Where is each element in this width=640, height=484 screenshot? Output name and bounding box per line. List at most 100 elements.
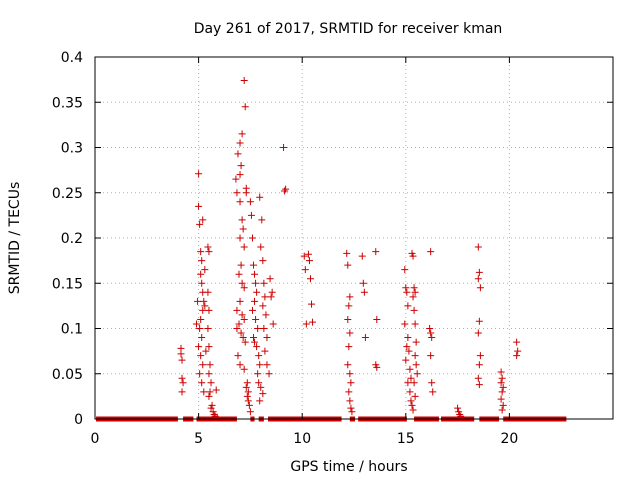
data-point xyxy=(497,395,505,403)
data-point xyxy=(266,275,274,283)
data-point xyxy=(348,408,356,416)
data-point xyxy=(239,225,247,233)
data-point xyxy=(206,388,214,396)
data-point xyxy=(233,189,241,197)
x-tick-label: 15 xyxy=(397,431,415,447)
data-point xyxy=(498,406,506,414)
data-point xyxy=(251,338,259,346)
data-point xyxy=(404,334,412,342)
data-point xyxy=(260,325,268,332)
data-point xyxy=(256,193,264,201)
data-point xyxy=(427,352,435,360)
data-point xyxy=(256,397,264,405)
data-point xyxy=(402,356,410,364)
data-point xyxy=(411,352,419,360)
data-point xyxy=(240,243,248,251)
data-point xyxy=(402,284,410,292)
data-point xyxy=(346,370,354,378)
data-point xyxy=(197,270,205,278)
data-point xyxy=(234,150,242,158)
data-point xyxy=(269,320,277,328)
data-point xyxy=(234,352,242,360)
data-point xyxy=(305,257,313,265)
data-point xyxy=(345,302,353,310)
data-point xyxy=(248,234,256,242)
data-point xyxy=(429,388,437,396)
data-point xyxy=(197,248,205,256)
data-point xyxy=(238,130,246,138)
data-point xyxy=(474,243,482,251)
data-point xyxy=(401,266,409,274)
data-point xyxy=(344,315,352,323)
data-point xyxy=(197,315,205,323)
data-point xyxy=(456,410,464,418)
data-point xyxy=(241,338,249,346)
data-point xyxy=(476,284,484,292)
data-point xyxy=(404,302,412,310)
data-point xyxy=(300,252,308,260)
data-point xyxy=(257,383,265,391)
data-point xyxy=(413,370,421,378)
data-point xyxy=(196,370,204,378)
data-point xyxy=(240,365,248,373)
data-point xyxy=(251,297,259,305)
data-point xyxy=(412,361,420,369)
data-point xyxy=(474,275,482,283)
data-point xyxy=(309,318,317,326)
data-point xyxy=(259,302,267,310)
data-point xyxy=(236,139,244,147)
data-point xyxy=(199,361,207,369)
data-point xyxy=(260,279,268,287)
data-point xyxy=(246,408,254,416)
data-point xyxy=(205,370,213,378)
data-point xyxy=(372,248,380,256)
data-point xyxy=(401,320,409,328)
data-points-layer xyxy=(177,77,522,421)
data-point xyxy=(346,329,354,337)
data-point xyxy=(236,234,244,242)
data-point xyxy=(177,350,185,358)
data-point xyxy=(241,103,249,111)
data-point xyxy=(411,320,419,328)
data-point xyxy=(360,288,368,296)
data-point xyxy=(250,334,258,342)
data-point xyxy=(196,325,204,332)
data-point xyxy=(308,300,316,308)
data-point xyxy=(427,329,435,337)
data-point xyxy=(193,320,201,328)
axis-ticks-layer: 0 5 10 15 20 0 0.05 0.1 0.15 0.2 0.25 0.3 0.35 0.4 xyxy=(52,50,613,447)
data-point xyxy=(242,189,250,197)
data-point xyxy=(236,361,244,369)
data-point xyxy=(207,379,215,387)
data-point xyxy=(408,401,416,409)
data-point xyxy=(252,315,260,323)
data-point xyxy=(474,329,482,337)
data-point xyxy=(248,306,256,314)
data-point xyxy=(255,379,263,387)
data-point xyxy=(205,392,213,400)
data-point xyxy=(259,390,267,398)
data-point xyxy=(242,383,250,391)
data-point xyxy=(409,252,417,260)
data-point xyxy=(346,397,354,405)
data-point xyxy=(412,338,420,346)
data-point xyxy=(498,388,506,396)
data-point xyxy=(238,311,246,319)
data-point xyxy=(201,266,209,274)
data-point xyxy=(361,334,369,342)
data-point xyxy=(345,388,353,396)
data-point xyxy=(280,144,288,151)
data-point xyxy=(514,347,522,355)
y-tick-label: 0 xyxy=(74,412,83,428)
data-point xyxy=(407,374,415,382)
data-point xyxy=(195,343,203,351)
data-point xyxy=(346,293,354,301)
data-point xyxy=(205,248,213,256)
data-point xyxy=(498,374,506,382)
data-point xyxy=(265,370,273,378)
data-point xyxy=(250,261,258,269)
data-point xyxy=(204,243,212,251)
y-tick-label: 0.05 xyxy=(52,367,83,383)
